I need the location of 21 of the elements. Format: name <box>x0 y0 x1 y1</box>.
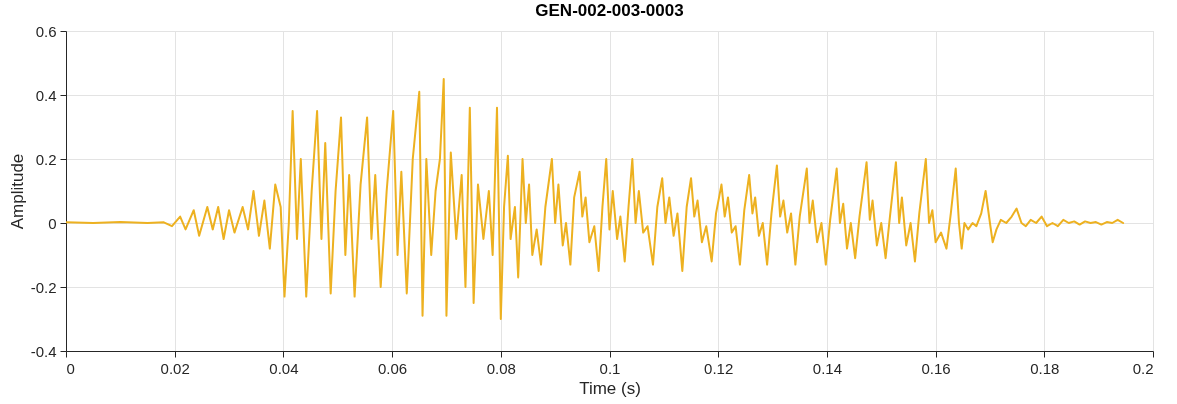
x-axis-title: Time (s) <box>579 378 641 398</box>
x-tick-label: 0.02 <box>160 359 190 377</box>
y-tick-label: 0.6 <box>35 22 57 40</box>
x-tick-label: 0.1 <box>599 359 621 377</box>
y-tick-label: 0.4 <box>35 86 57 104</box>
x-tick-label: 0.08 <box>486 359 516 377</box>
x-tick-label: 0.04 <box>269 359 299 377</box>
y-tick-label: -0.2 <box>30 278 57 296</box>
x-tick-label: 0 <box>66 359 75 377</box>
x-tick-label: 0.06 <box>378 359 408 377</box>
chart-title: GEN-002-003-0003 <box>535 1 684 20</box>
x-tick-label: 0.2 <box>1132 359 1154 377</box>
line-series <box>66 78 1125 320</box>
x-tick-label: 0.12 <box>704 359 734 377</box>
y-axis-title: Amplitude <box>7 153 27 230</box>
y-tick-label: 0.2 <box>35 150 57 168</box>
x-tick-label: 0.18 <box>1030 359 1060 377</box>
y-tick-label: 0 <box>48 214 57 232</box>
x-tick-label: 0.16 <box>921 359 951 377</box>
y-tick-label: -0.4 <box>30 342 57 360</box>
x-tick-label: 0.14 <box>812 359 842 377</box>
